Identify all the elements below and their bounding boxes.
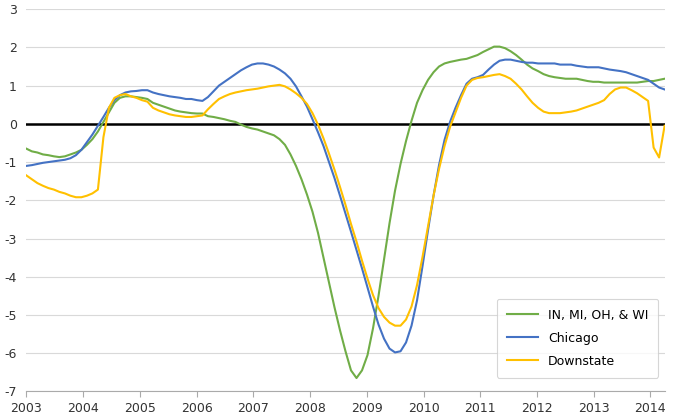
Downstate	[661, 123, 669, 128]
Downstate	[22, 173, 30, 178]
IN, MI, OH, & WI	[154, 102, 162, 107]
IN, MI, OH, & WI	[490, 44, 498, 49]
Line: Downstate: Downstate	[26, 74, 665, 326]
Chicago	[154, 91, 162, 96]
Legend: IN, MI, OH, & WI, Chicago, Downstate: IN, MI, OH, & WI, Chicago, Downstate	[497, 298, 658, 378]
IN, MI, OH, & WI	[22, 146, 30, 151]
Downstate	[627, 88, 635, 93]
Chicago	[627, 72, 635, 77]
Chicago	[308, 117, 316, 122]
Chicago	[193, 98, 201, 103]
Line: IN, MI, OH, & WI: IN, MI, OH, & WI	[26, 47, 665, 378]
Chicago	[391, 350, 399, 355]
IN, MI, OH, & WI	[353, 375, 361, 380]
Downstate	[143, 99, 151, 104]
Downstate	[391, 323, 399, 328]
Downstate	[495, 72, 503, 77]
Chicago	[22, 163, 30, 168]
Chicago	[171, 95, 179, 100]
Downstate	[308, 111, 316, 116]
IN, MI, OH, & WI	[143, 96, 151, 101]
Chicago	[143, 88, 151, 93]
IN, MI, OH, & WI	[661, 76, 669, 81]
IN, MI, OH, & WI	[193, 111, 201, 116]
Downstate	[193, 114, 201, 119]
Chicago	[661, 87, 669, 92]
Downstate	[154, 108, 162, 113]
IN, MI, OH, & WI	[627, 80, 635, 85]
IN, MI, OH, & WI	[308, 209, 316, 214]
Line: Chicago: Chicago	[26, 59, 665, 352]
Chicago	[501, 57, 509, 62]
Downstate	[171, 113, 179, 118]
IN, MI, OH, & WI	[171, 108, 179, 113]
